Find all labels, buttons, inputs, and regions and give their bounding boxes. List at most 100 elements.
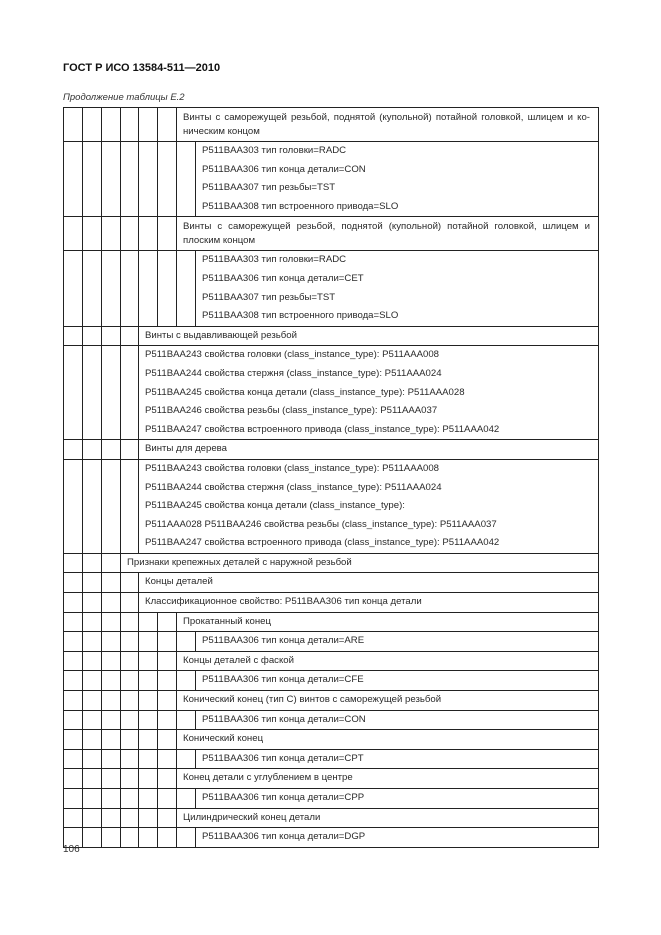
cell-line: P511BAA303 тип головки=RADC <box>202 254 347 266</box>
cell-line: Цилиндрический конец детали <box>183 811 321 823</box>
indent-cell <box>63 768 83 789</box>
cell-line: P511BAA306 тип конца детали=DGP <box>202 831 366 843</box>
indent-cell <box>63 748 83 770</box>
content-cell: Классификационное свойство: P511BAA306 т… <box>138 592 599 613</box>
indent-cell <box>120 250 139 327</box>
content-cell: P511BAA306 тип конца детали=CON <box>195 709 599 731</box>
indent-cell <box>101 709 121 731</box>
indent-cell <box>138 709 158 731</box>
indent-cell <box>120 345 139 441</box>
indent-cell <box>157 709 177 731</box>
indent-cell <box>120 631 139 652</box>
indent-cell <box>138 611 158 633</box>
cell-line: P511BAA247 свойства встроенного привода … <box>145 423 500 435</box>
indent-cell <box>101 670 121 692</box>
cell-line: Винты для дерева <box>145 443 227 455</box>
indent-cell <box>63 631 83 652</box>
indent-cell <box>138 670 158 692</box>
cell-line: P511BAA308 тип встроенного привода=SLO <box>202 310 399 322</box>
indent-cell <box>82 650 102 672</box>
indent-cell <box>82 458 102 554</box>
indent-cell <box>157 827 177 848</box>
indent-cell <box>101 250 121 327</box>
indent-cell <box>120 572 139 594</box>
table-row: Конический конец <box>63 729 599 750</box>
indent-cell <box>82 216 102 252</box>
table-row: P511BAA243 свойства головки (class_insta… <box>63 458 599 554</box>
table-row: Цилиндрический конец детали <box>63 807 599 829</box>
indent-cell <box>138 827 158 848</box>
indent-cell <box>157 807 177 829</box>
content-cell: Цилиндрический конец детали <box>176 807 599 829</box>
indent-cell <box>63 592 83 613</box>
indent-cell <box>176 709 196 731</box>
indent-cell <box>101 748 121 770</box>
indent-cell <box>101 107 121 142</box>
cell-line: Прокатанный конец <box>183 615 272 627</box>
table-row: P511BAA306 тип конца детали=ARE <box>63 631 599 652</box>
indent-cell <box>63 572 83 594</box>
indent-cell <box>176 631 196 652</box>
indent-cell <box>176 250 196 327</box>
table-row: P511BAA306 тип конца детали=CON <box>63 709 599 731</box>
indent-cell <box>120 807 139 829</box>
content-cell: P511BAA306 тип конца детали=CPP <box>195 788 599 809</box>
content-cell: Винты с саморежущей резьбой, поднятой (к… <box>176 216 599 252</box>
indent-cell <box>82 827 102 848</box>
indent-cell <box>120 709 139 731</box>
indent-cell <box>101 572 121 594</box>
indent-cell <box>63 140 83 218</box>
content-cell: Концы деталей с фаской <box>176 650 599 672</box>
cell-line: P511BAA307 тип резьбы=TST <box>202 182 336 194</box>
cell-line: P511BAA244 свойства стержня (class_insta… <box>145 367 442 379</box>
cell-line: Конец детали с углублением в центре <box>183 772 353 784</box>
table-row: Признаки крепежных деталей с наружной ре… <box>63 552 599 574</box>
indent-cell <box>101 827 121 848</box>
indent-cell <box>63 107 83 142</box>
indent-cell <box>63 439 83 460</box>
indent-cell <box>101 592 121 613</box>
indent-cell <box>63 611 83 633</box>
content-cell: P511BAA306 тип конца детали=ARE <box>195 631 599 652</box>
indent-cell <box>82 140 102 218</box>
content-cell: P511BAA306 тип конца детали=CPT <box>195 748 599 770</box>
content-cell: Концы деталей <box>138 572 599 594</box>
table-row: P511BAA306 тип конца детали=CPP <box>63 788 599 809</box>
indent-cell <box>101 345 121 441</box>
cell-line: Конический конец (тип С) винтов с саморе… <box>183 694 442 706</box>
indent-cell <box>138 650 158 672</box>
content-cell: P511BAA303 тип головки=RADC P511BAA306 ти… <box>195 140 599 218</box>
indent-cell <box>82 345 102 441</box>
cell-line: P511BAA306 тип конца детали=CON <box>202 163 366 175</box>
table-row: Конец детали с углублением в центре <box>63 768 599 789</box>
indent-cell <box>138 788 158 809</box>
indent-cell <box>138 216 158 252</box>
indent-cell <box>82 768 102 789</box>
cell-line: Классификационное свойство: P511BAA306 т… <box>145 596 422 608</box>
indent-cell <box>82 729 102 750</box>
indent-cell <box>157 729 177 750</box>
cell-line: P511BAA306 тип конца детали=ARE <box>202 635 365 647</box>
table-row: Прокатанный конец <box>63 611 599 633</box>
indent-cell <box>176 788 196 809</box>
cell-line: P511BAA308 тип встроенного привода=SLO <box>202 200 399 212</box>
indent-cell <box>101 140 121 218</box>
indent-cell <box>120 439 139 460</box>
cell-line: P511BAA306 тип конца детали=CFE <box>202 674 364 686</box>
indent-cell <box>120 690 139 711</box>
indent-cell <box>176 827 196 848</box>
indent-cell <box>120 592 139 613</box>
indent-cell <box>63 670 83 692</box>
indent-cell <box>63 458 83 554</box>
cell-paragraph: Винты с саморежущей резьбой, поднятой (к… <box>183 112 590 137</box>
indent-cell <box>120 768 139 789</box>
indent-cell <box>101 729 121 750</box>
indent-cell <box>157 650 177 672</box>
indent-cell <box>120 458 139 554</box>
cell-line: P511BAA246 свойства резьбы (class_instan… <box>145 405 438 417</box>
indent-cell <box>82 107 102 142</box>
indent-cell <box>82 572 102 594</box>
indent-cell <box>120 827 139 848</box>
cell-line: P511BAA247 свойства встроенного привода … <box>145 537 500 549</box>
indent-cell <box>82 439 102 460</box>
